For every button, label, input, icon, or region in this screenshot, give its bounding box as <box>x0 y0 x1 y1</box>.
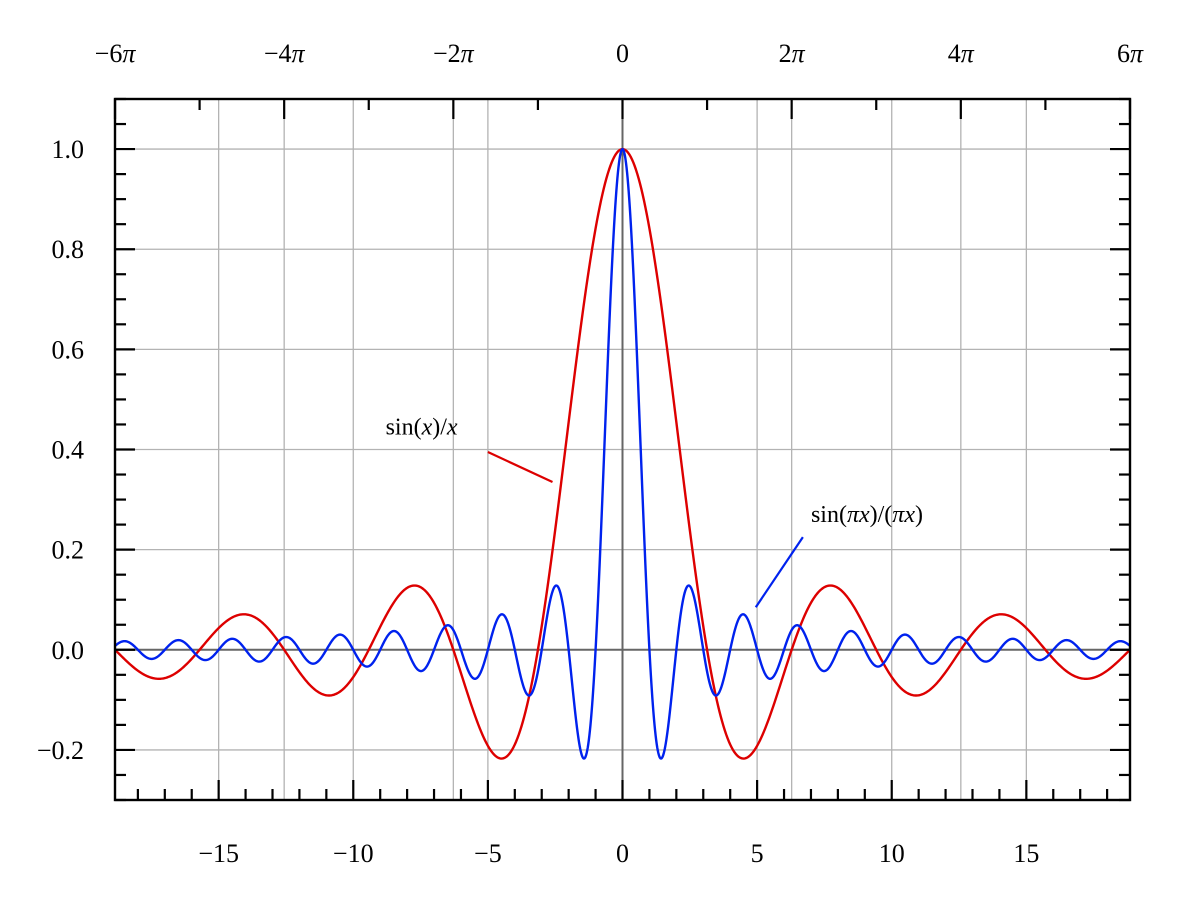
tick-labels: −15 −10 −5 0 5 10 15 −6π −4π −2π 0 2π 4π 6π −0.2 0.0 0.2… <box>37 39 1144 868</box>
x-tick-label: 15 <box>1013 839 1039 868</box>
x-top-tick-label: 2π <box>779 39 806 68</box>
x-tick-label: −10 <box>333 839 374 868</box>
data-series <box>114 147 1131 760</box>
annotations: sin(x)/x sin(πx)/(πx) <box>386 414 923 608</box>
tick-marks <box>113 97 1132 802</box>
y-tick-label: 0.4 <box>52 436 85 465</box>
y-tick-label: −0.2 <box>37 736 84 765</box>
x-top-tick-label: 6π <box>1117 39 1144 68</box>
annotation-label: sin(πx)/(πx) <box>811 502 923 528</box>
x-top-tick-label: −6π <box>95 39 137 68</box>
x-tick-label: −15 <box>198 839 239 868</box>
y-tick-label: 0.2 <box>52 536 85 565</box>
x-top-tick-label: −2π <box>433 39 475 68</box>
y-tick-label: 0.8 <box>52 235 85 264</box>
x-tick-label: −5 <box>474 839 502 868</box>
annotation-leader-line <box>754 536 804 608</box>
annotation-label: sin(x)/x <box>386 414 458 440</box>
x-top-tick-label: 4π <box>948 39 975 68</box>
y-tick-label: 1.0 <box>52 135 85 164</box>
annotation-leader-line <box>487 451 553 484</box>
x-top-tick-label: 0 <box>616 39 629 68</box>
x-tick-label: 10 <box>879 839 905 868</box>
y-tick-label: 0.6 <box>52 335 85 364</box>
x-tick-label: 5 <box>751 839 764 868</box>
y-tick-label: 0.0 <box>52 636 85 665</box>
x-tick-label: 0 <box>616 839 629 868</box>
series-line-sinpix-over-pix <box>114 147 1131 760</box>
x-top-tick-label: −4π <box>264 39 306 68</box>
